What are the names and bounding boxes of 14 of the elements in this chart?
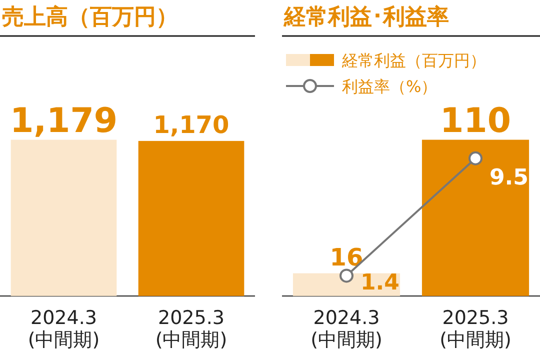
- data-label: 16: [330, 243, 364, 272]
- x-tick-label: 2025.3 (中間期): [155, 307, 228, 350]
- legend-label: 経常利益（百万円）: [341, 51, 486, 70]
- x-tick-label: 2025.3 (中間期): [440, 307, 512, 350]
- legend-label: 利益率（%）: [342, 77, 438, 96]
- data-label: 1,179: [10, 100, 118, 141]
- data-label: 110: [440, 100, 511, 141]
- x-tick-label: 2024.3 (中間期): [28, 307, 100, 350]
- chart-title: 経常利益･利益率: [283, 4, 449, 30]
- data-label: 1,170: [153, 110, 230, 139]
- data-label: 9.5: [490, 165, 528, 190]
- data-label: 1.4: [360, 270, 400, 296]
- x-tick-label: 2024.3 (中間期): [310, 307, 382, 350]
- chart-title: 売上高（百万円）: [2, 4, 178, 30]
